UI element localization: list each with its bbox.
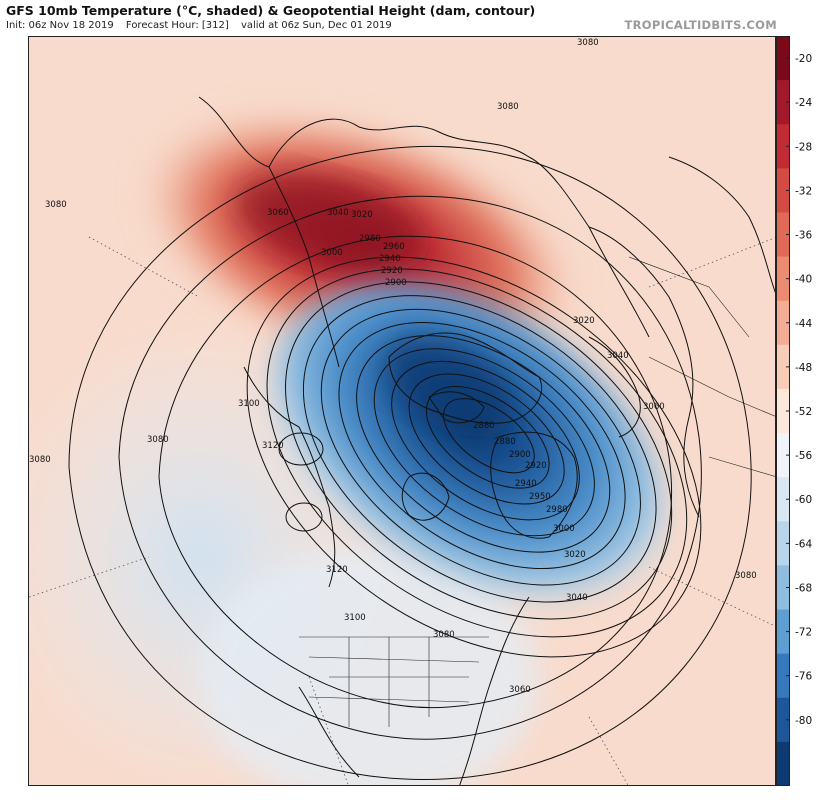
contour-label: 2940 [515,479,537,489]
colorbar-swatch [776,433,790,478]
colorbar-tick-label: -72 [795,627,812,639]
contour-label: 3060 [267,208,289,218]
colorbar-tick-label: -32 [795,185,812,197]
colorbar-swatch [776,741,790,787]
colorbar-swatch [776,697,790,743]
init-time: Init: 06z Nov 18 2019 [6,20,114,31]
colorbar-tick-label: -40 [795,274,812,286]
contour-label: 3120 [326,565,348,575]
valid-time: valid at 06z Sun, Dec 01 2019 [240,20,392,31]
colorbar-tick-label: -20 [795,53,812,65]
colorbar-swatch [776,388,790,434]
colorbar-tick-label: -24 [795,97,812,109]
contour-label: 3040 [566,593,588,603]
contour-label: 2920 [525,461,547,471]
contour-label: 2900 [509,450,531,460]
colorbar-swatch [776,344,790,390]
colorbar-swatch [776,609,790,655]
colorbar-swatch [776,212,790,258]
contour-label: 3080 [497,102,519,112]
colorbar-swatch [776,168,790,213]
colorbar-tick-label: -80 [795,715,812,727]
contour-label: 3020 [573,316,595,326]
temperature-colorbar: -20 -24 -28 -32 -36 -40 -44 -48 -52 -56 -60 -64 -68 -… [776,36,819,787]
contour-label: 2950 [529,492,551,502]
map-subtitle: Init: 06z Nov 18 2019 Forecast Hour: [31… [6,20,401,31]
colorbar-swatch [776,124,790,169]
contour-label: 3020 [351,210,373,220]
colorbar-swatch [776,36,790,81]
contour-label: 3080 [45,200,67,210]
contour-labels: 3080 3080 3060 3040 3020 3000 2980 2960 … [29,38,757,695]
colorbar-tick-label: -64 [795,538,812,550]
contour-label: 3100 [344,613,366,623]
colorbar-tick-label: -68 [795,582,812,594]
contour-label: 3080 [577,38,599,48]
contour-label: 2980 [546,505,568,515]
colorbar-swatch [776,521,790,566]
colorbar-tick-label: -28 [795,141,812,153]
contour-label: 3040 [607,351,629,361]
contour-label: 3000 [321,248,343,258]
colorbar-tick-label: -52 [795,406,812,418]
colorbar-tick-label: -60 [795,494,812,506]
contour-label: 3080 [29,455,51,465]
colorbar-tick-label: -56 [795,450,812,462]
contour-label: 2980 [359,234,381,244]
colorbar-ticks: -20 -24 -28 -32 -36 -40 -44 -48 -52 -56 -60 -64 -68 -… [786,53,812,727]
colorbar-swatch [776,477,790,522]
contour-label: 3020 [564,550,586,560]
colorbar-swatch [776,300,790,346]
contour-label: 3060 [509,685,531,695]
contour-label: 2940 [379,254,401,264]
contour-label: 3080 [735,571,757,581]
contour-label: 3040 [327,208,349,218]
map-panel: 3080 3080 3060 3040 3020 3000 2980 2960 … [28,36,776,786]
map-title: GFS 10mb Temperature (°C, shaded) & Geop… [6,3,536,18]
colorbar-tick-label: -76 [795,671,812,683]
height-contours [68,145,752,780]
brand-watermark: TROPICALTIDBITS.COM [624,18,777,32]
forecast-hour: Forecast Hour: [312] [125,20,229,31]
contour-label: 3120 [262,441,284,451]
colorbar-swatches [776,36,790,787]
contour-label: 3080 [433,630,455,640]
colorbar-tick-label: -48 [795,362,812,374]
polar-map: 3080 3080 3060 3040 3020 3000 2980 2960 … [29,37,775,785]
contour-label: 2900 [385,278,407,288]
colorbar-swatch [776,653,790,699]
borders [299,256,775,727]
contour-label: 2880 [494,437,516,447]
graticule [29,236,775,785]
colorbar-tick-label: -44 [795,318,812,330]
colorbar-swatch [776,256,790,302]
contour-label: 3100 [238,399,260,409]
contour-label: 3000 [553,524,575,534]
contour-label: 2920 [381,266,403,276]
colorbar-tick-label: -36 [795,230,812,242]
contour-label: 2960 [383,242,405,252]
colorbar-svg: -20 -24 -28 -32 -36 -40 -44 -48 -52 -56 -60 -64 -68 -… [776,36,812,787]
contour-label: 2880 [473,421,495,431]
colorbar-swatch [776,565,790,611]
colorbar-swatch [776,80,790,125]
contour-label: 3080 [147,435,169,445]
contour-label: 3060 [643,402,665,412]
